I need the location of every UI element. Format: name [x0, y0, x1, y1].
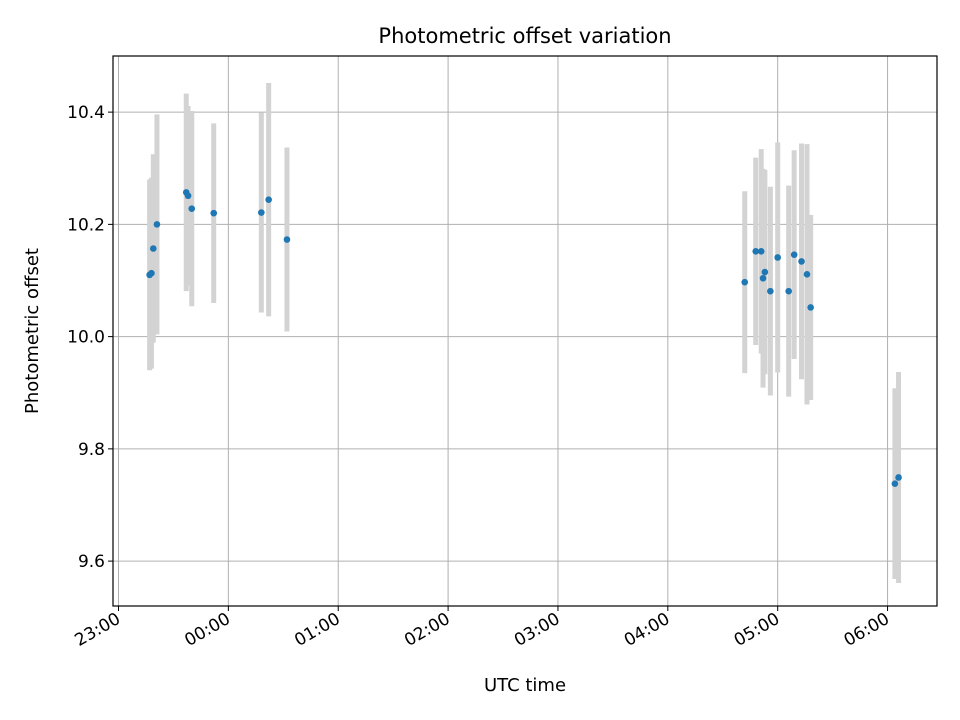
data-point	[752, 248, 760, 255]
data-point	[803, 271, 811, 278]
data-point	[741, 278, 749, 286]
data-point	[184, 192, 192, 200]
data-point	[283, 236, 291, 243]
y-axis: 9.6 9.8 10.0 10.2 10.4	[67, 103, 113, 572]
plot-frame	[112, 55, 938, 607]
data-point	[153, 221, 161, 228]
data-point	[891, 480, 899, 487]
data-point	[774, 254, 781, 261]
y-tick-label: 9.6	[78, 552, 105, 572]
data-point	[761, 268, 769, 276]
data-points	[146, 189, 902, 487]
x-tick-label: 01:00	[291, 609, 343, 651]
x-tick-label: 00:00	[181, 609, 233, 651]
x-tick-label: 23:00	[72, 609, 124, 651]
x-tick-label: 02:00	[401, 609, 453, 651]
data-point	[148, 269, 155, 277]
data-point	[767, 287, 774, 295]
data-point	[188, 205, 196, 212]
y-tick-label: 10.4	[67, 103, 105, 123]
grid-lines	[113, 56, 937, 606]
x-tick-label: 04:00	[621, 609, 673, 651]
data-point	[149, 245, 157, 252]
x-tick-label: 05:00	[731, 609, 783, 651]
x-axis-label: UTC time	[484, 675, 566, 696]
y-axis-label: Photometric offset	[22, 248, 43, 414]
data-point	[265, 196, 272, 203]
x-tick-label: 06:00	[841, 609, 893, 651]
data-point	[210, 209, 218, 217]
data-point	[757, 248, 765, 255]
data-point	[807, 304, 814, 311]
data-point	[759, 274, 767, 282]
data-point	[258, 209, 265, 216]
x-axis: 23:00 00:00 01:00 02:00 03:00 04:00 05:00 06:00	[72, 606, 893, 651]
data-point	[895, 474, 902, 481]
y-tick-label: 9.8	[78, 440, 105, 460]
y-tick-label: 10.2	[67, 215, 105, 235]
x-tick-label: 03:00	[511, 609, 563, 651]
y-tick-label: 10.0	[67, 328, 105, 348]
data-point	[785, 287, 792, 295]
chart-title: Photometric offset variation	[378, 24, 671, 48]
data-point	[790, 251, 798, 258]
data-point	[798, 258, 805, 265]
error-bars	[147, 82, 902, 583]
